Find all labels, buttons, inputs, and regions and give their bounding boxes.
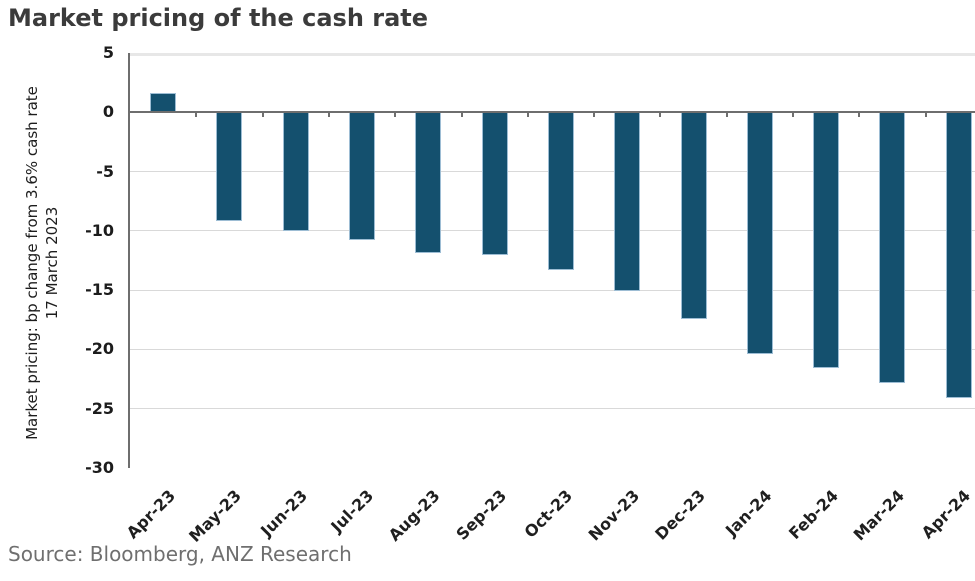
y-tick-label: 0	[102, 102, 114, 122]
bar-dec-23	[680, 112, 707, 319]
x-tick-label: Oct-23	[520, 486, 577, 542]
x-tick-label: Apr-24	[917, 486, 975, 543]
x-tick-label: Sep-23	[452, 486, 511, 544]
x-axis-tick	[725, 112, 728, 118]
x-axis-tick	[195, 112, 198, 118]
gridline	[130, 348, 975, 350]
x-tick-label: Jun-23	[256, 486, 312, 541]
x-axis-tick	[327, 112, 330, 118]
bar-jun-23	[282, 112, 309, 231]
bar-aug-23	[415, 112, 442, 254]
x-tick-label: Aug-23	[384, 486, 444, 545]
bar-may-23	[216, 112, 243, 222]
bar-oct-23	[547, 112, 574, 270]
y-tick-label: -30	[85, 458, 114, 477]
bar-sep-23	[481, 112, 508, 255]
bar-jul-23	[349, 112, 376, 241]
gridline	[130, 467, 975, 468]
x-tick-label: Mar-24	[849, 486, 908, 545]
plot-area	[130, 53, 975, 468]
x-axis-tick	[394, 112, 397, 118]
x-axis-tick	[858, 112, 861, 118]
bar-feb-24	[813, 112, 840, 369]
bar-apr-23	[150, 93, 177, 113]
x-tick-label: Jul-23	[327, 486, 378, 537]
gridline	[130, 289, 975, 291]
bar-nov-23	[614, 112, 641, 292]
y-axis-line	[128, 53, 130, 468]
y-tick-label: -20	[85, 339, 114, 359]
y-tick-label: -5	[96, 161, 114, 181]
x-tick-label: Nov-23	[584, 486, 643, 545]
gridline	[130, 408, 975, 410]
x-axis-tick	[261, 112, 264, 118]
x-tick-label: May-23	[185, 486, 245, 546]
x-axis-tick	[593, 112, 596, 118]
bar-jan-24	[746, 112, 773, 355]
y-tick-label: -15	[85, 280, 114, 300]
x-axis-tick	[792, 112, 794, 118]
x-tick-label: Feb-24	[784, 486, 842, 543]
source-text: Source: Bloomberg, ANZ Research	[8, 542, 352, 566]
x-axis-tick	[659, 112, 662, 118]
chart-title: Market pricing of the cash rate	[8, 4, 429, 32]
bar-apr-24	[945, 112, 972, 399]
x-axis-tick	[526, 112, 529, 118]
y-tick-label: -10	[85, 220, 114, 240]
x-axis-tick	[460, 112, 463, 118]
x-tick-label: Dec-23	[651, 486, 709, 544]
gridline	[130, 53, 975, 56]
x-axis-tick	[924, 112, 927, 118]
x-tick-label: Apr-23	[122, 486, 179, 543]
zero-axis-line	[130, 111, 975, 114]
y-tick-label: 5	[102, 43, 114, 62]
x-tick-label: Jan-24	[721, 486, 776, 540]
y-tick-label: -25	[85, 398, 114, 418]
bar-mar-24	[879, 112, 906, 383]
